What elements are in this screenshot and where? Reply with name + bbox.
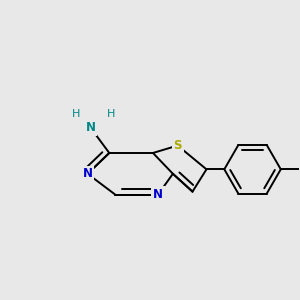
Text: N: N bbox=[153, 188, 163, 201]
Text: N: N bbox=[82, 167, 93, 180]
Text: S: S bbox=[173, 139, 182, 152]
Text: H: H bbox=[107, 109, 116, 119]
Text: H: H bbox=[71, 109, 80, 119]
Text: N: N bbox=[85, 121, 96, 134]
